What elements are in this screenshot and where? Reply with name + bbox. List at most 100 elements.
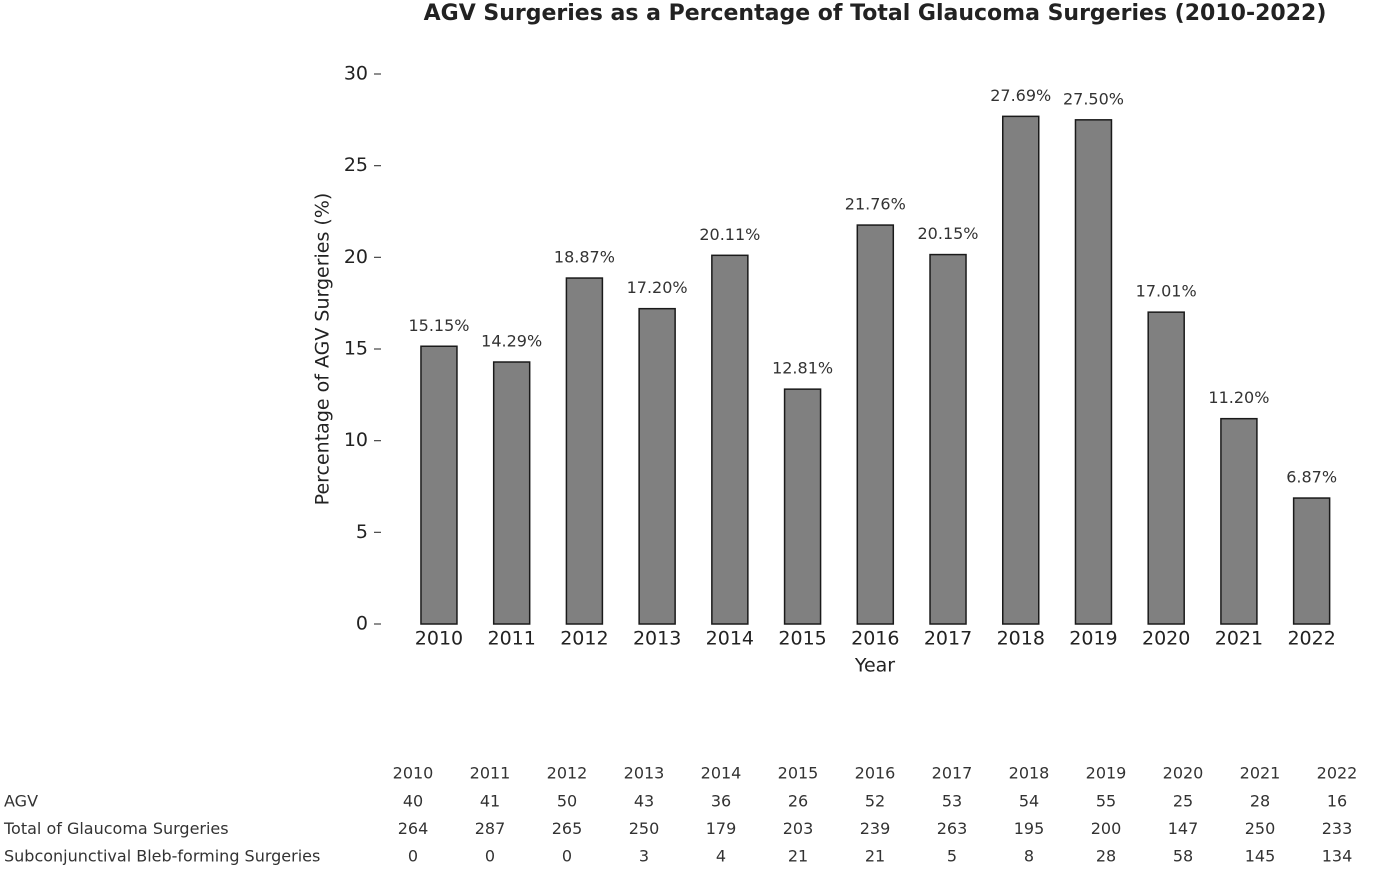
bar (1001, 115, 1040, 625)
x-tick-label: 2018 (997, 628, 1045, 650)
y-tick-label: 30 (344, 63, 368, 85)
bar (565, 277, 604, 625)
table-cell: 16 (1327, 792, 1347, 811)
table-cell: 179 (706, 819, 737, 838)
table-row-label: Subconjunctival Bleb-forming Surgeries (4, 847, 320, 866)
table-header: 2010 (393, 764, 434, 783)
value-label: 15.15% (408, 316, 469, 335)
table-cell: 43 (634, 792, 654, 811)
value-label: 17.01% (1136, 282, 1197, 301)
bar (1074, 119, 1113, 625)
x-tick-label: 2019 (1069, 628, 1117, 650)
table-cell: 0 (408, 847, 418, 866)
table-header: 2022 (1317, 764, 1358, 783)
x-tick-label: 2010 (415, 628, 463, 650)
table-cell: 0 (485, 847, 495, 866)
table-cell: 145 (1245, 847, 1276, 866)
y-tick-label: 0 (356, 613, 368, 635)
x-tick-label: 2011 (488, 628, 536, 650)
bar (420, 345, 458, 625)
x-tick-label: 2017 (924, 628, 972, 650)
x-tick-label: 2015 (778, 628, 826, 650)
table-cell: 58 (1173, 847, 1193, 866)
x-tick-label: 2020 (1142, 628, 1190, 650)
table-row-label: AGV (4, 792, 38, 811)
table-cell: 21 (788, 847, 808, 866)
table-header: 2012 (547, 764, 588, 783)
table-cell: 28 (1250, 792, 1270, 811)
value-label: 14.29% (481, 332, 542, 351)
table-cell: 25 (1173, 792, 1193, 811)
table-cell: 263 (937, 819, 968, 838)
x-tick-label: 2014 (706, 628, 754, 650)
bar (783, 388, 822, 625)
value-label: 27.69% (990, 86, 1051, 105)
table-header: 2021 (1240, 764, 1281, 783)
value-label: 20.11% (699, 225, 760, 244)
table-cell: 147 (1168, 819, 1199, 838)
y-tick-label: 15 (344, 338, 368, 360)
table-cell: 250 (629, 819, 660, 838)
y-tick-label: 20 (344, 246, 368, 268)
chart-title: AGV Surgeries as a Percentage of Total G… (424, 1, 1327, 26)
x-tick-label: 2021 (1215, 628, 1263, 650)
table-cell: 265 (552, 819, 583, 838)
value-label: 12.81% (772, 359, 833, 378)
bar (638, 307, 676, 625)
table-header: 2013 (624, 764, 665, 783)
table-cell: 287 (475, 819, 506, 838)
x-axis-label: Year (854, 655, 895, 677)
bar (1147, 311, 1185, 625)
table-cell: 21 (865, 847, 885, 866)
bar (856, 224, 895, 625)
table-header: 2017 (932, 764, 973, 783)
table-cell: 3 (639, 847, 649, 866)
y-tick-label: 25 (344, 154, 368, 176)
table-cell: 53 (942, 792, 962, 811)
y-tick-label: 5 (356, 521, 368, 543)
value-label: 11.20% (1208, 388, 1269, 407)
table-cell: 195 (1014, 819, 1045, 838)
table-cell: 55 (1096, 792, 1116, 811)
bar (1220, 417, 1258, 625)
y-axis-label: Percentage of AGV Surgeries (%) (312, 193, 334, 506)
table-cell: 134 (1322, 847, 1353, 866)
value-label: 27.50% (1063, 89, 1124, 108)
table-cell: 41 (480, 792, 500, 811)
table-cell: 8 (1024, 847, 1034, 866)
value-label: 18.87% (554, 248, 615, 267)
bar (1292, 497, 1331, 625)
table-cell: 203 (783, 819, 814, 838)
table-header: 2018 (1009, 764, 1050, 783)
bar (711, 254, 749, 625)
table-cell: 264 (398, 819, 429, 838)
table-cell: 239 (860, 819, 891, 838)
table-header: 2015 (778, 764, 819, 783)
value-label: 20.15% (918, 224, 979, 243)
value-label: 21.76% (845, 195, 906, 214)
x-tick-label: 2016 (851, 628, 899, 650)
bar (492, 361, 531, 625)
table-cell: 50 (557, 792, 577, 811)
table-header: 2014 (701, 764, 742, 783)
value-label: 6.87% (1286, 468, 1337, 487)
x-tick-label: 2013 (633, 628, 681, 650)
table-cell: 52 (865, 792, 885, 811)
value-label: 17.20% (627, 278, 688, 297)
x-tick-label: 2022 (1287, 628, 1335, 650)
bar (929, 253, 967, 625)
table-header: 2011 (470, 764, 511, 783)
y-tick-label: 10 (344, 429, 368, 451)
table-cell: 200 (1091, 819, 1122, 838)
table-cell: 28 (1096, 847, 1116, 866)
table-cell: 233 (1322, 819, 1353, 838)
table-cell: 250 (1245, 819, 1276, 838)
x-tick-label: 2012 (560, 628, 608, 650)
table-cell: 5 (947, 847, 957, 866)
table-header: 2020 (1163, 764, 1204, 783)
table-cell: 4 (716, 847, 726, 866)
table-cell: 36 (711, 792, 731, 811)
table-header: 2016 (855, 764, 896, 783)
